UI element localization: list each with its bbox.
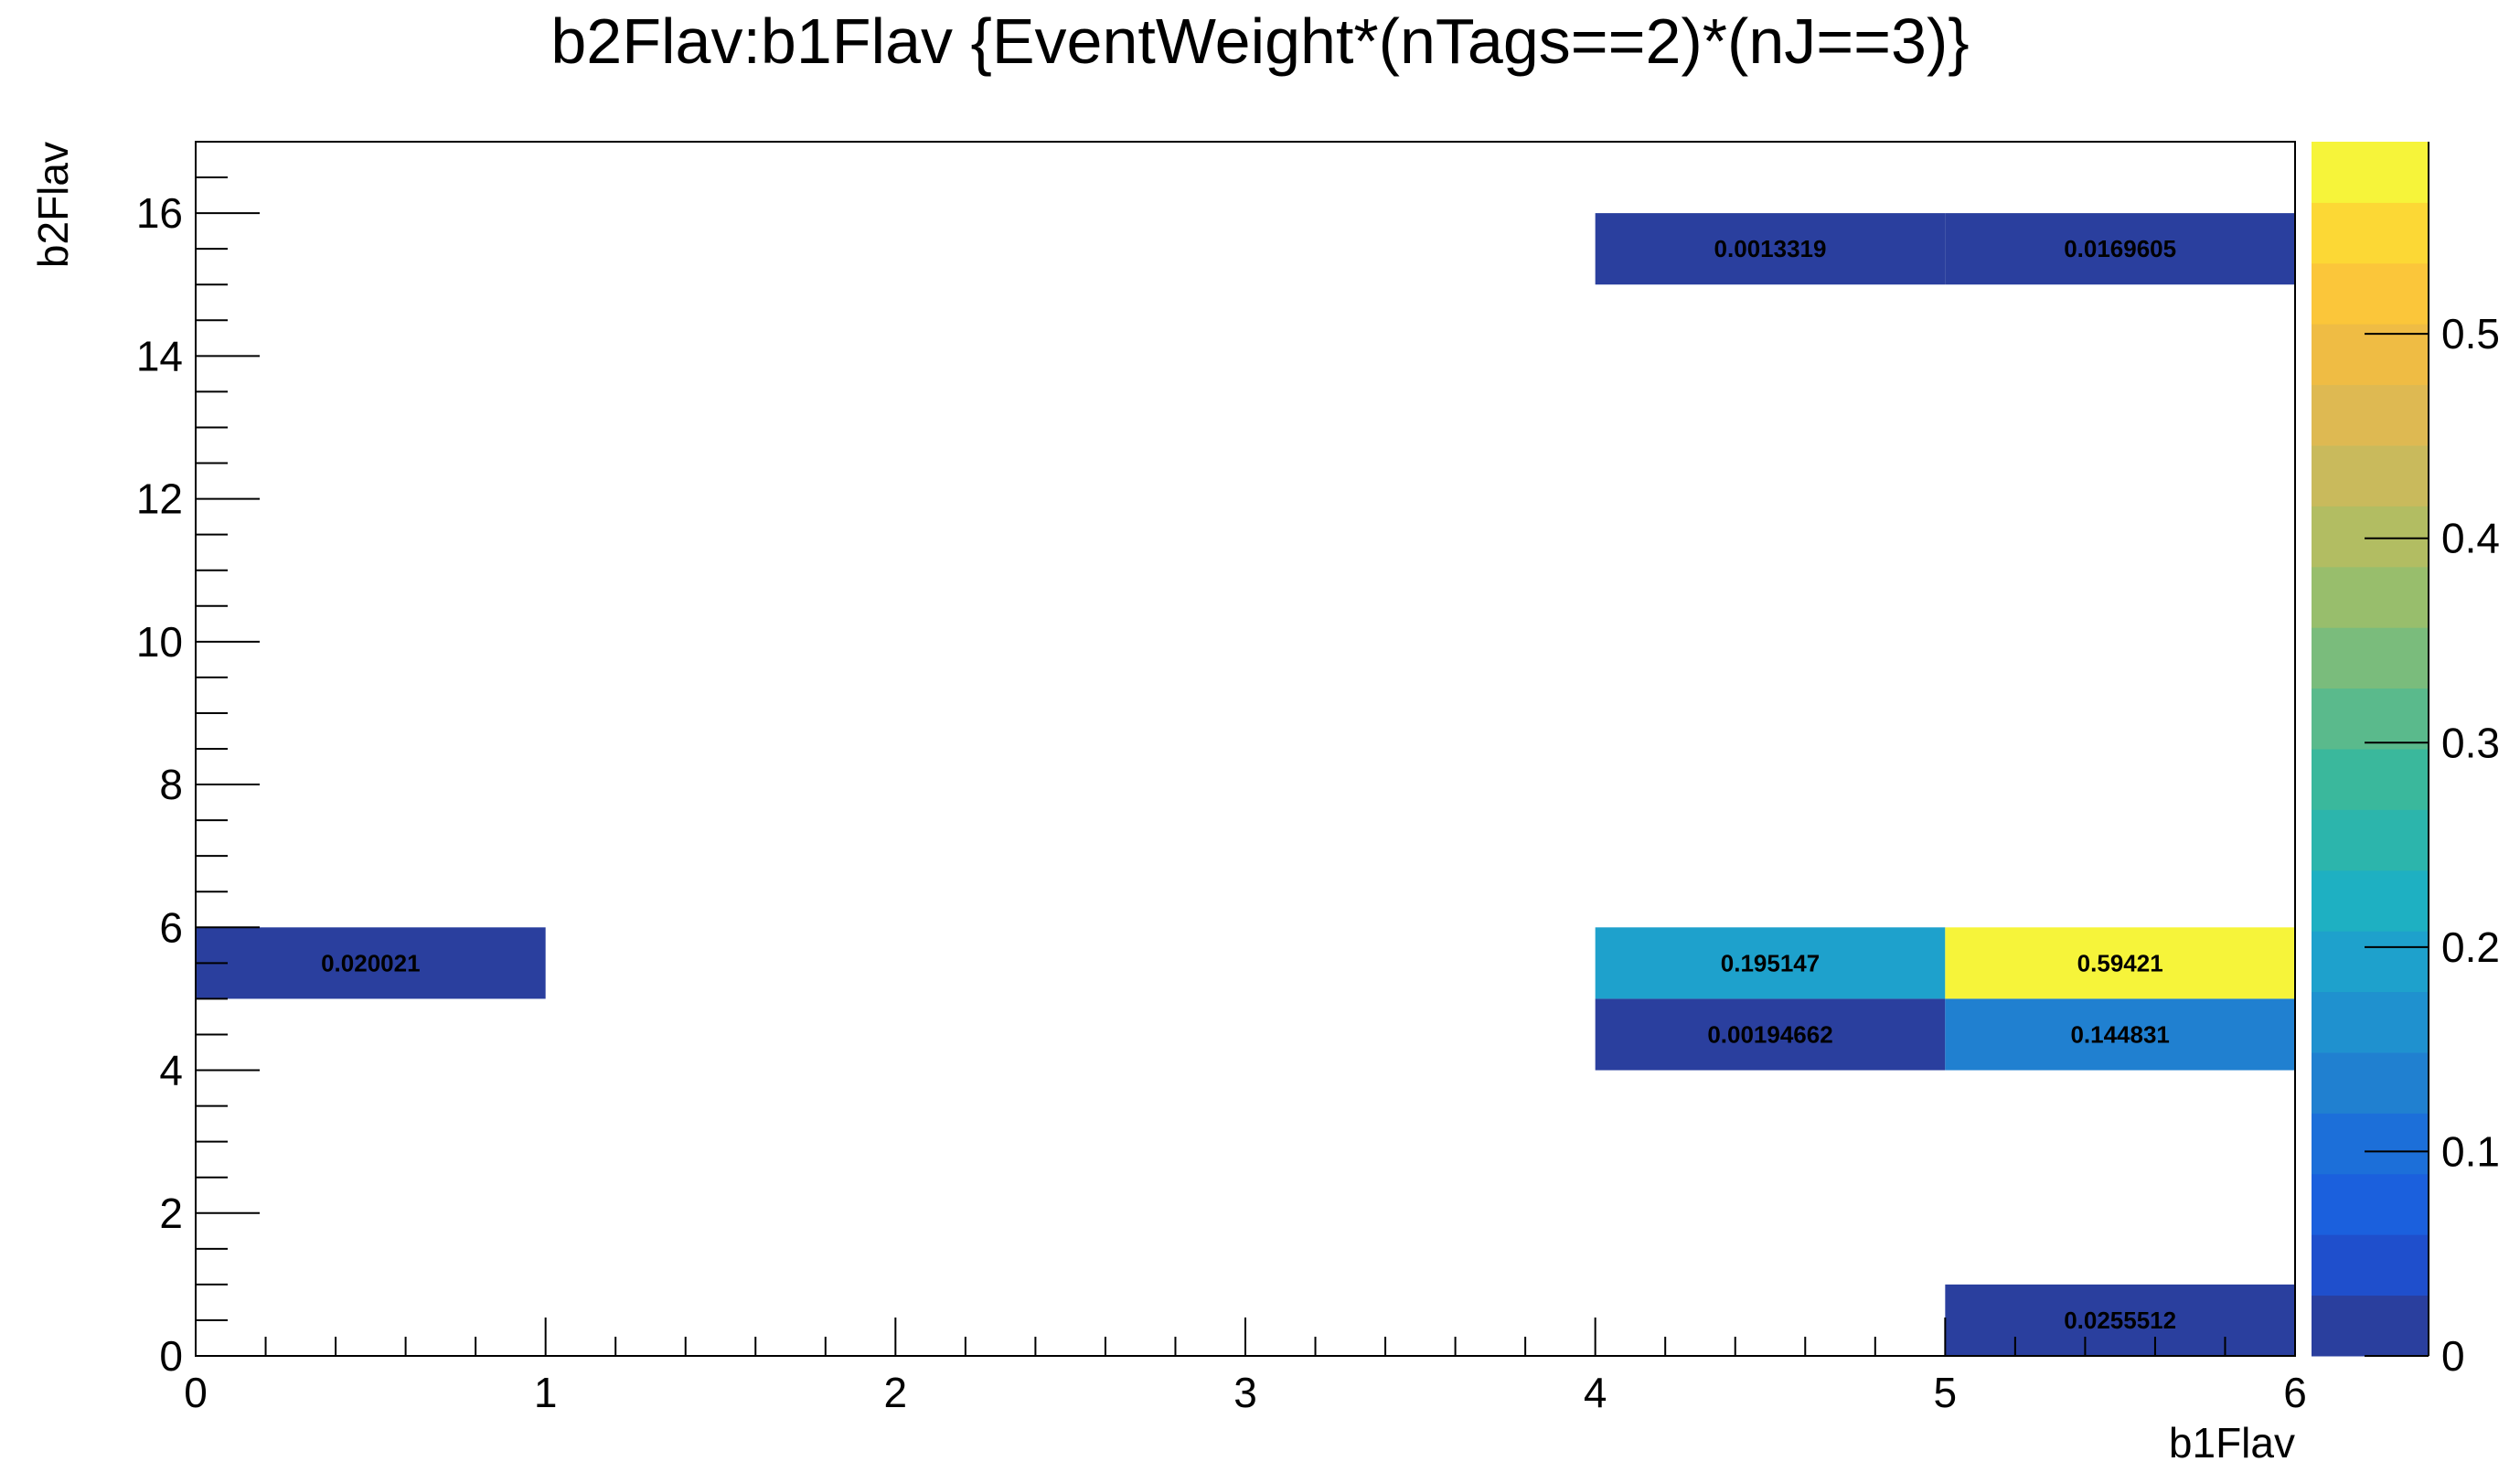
- x-axis-title: b1Flav: [2169, 1419, 2295, 1467]
- y-tick-label: 12: [136, 475, 183, 523]
- colorbar-swatch: [2312, 142, 2429, 203]
- colorbar-swatch: [2312, 688, 2429, 750]
- colorbar-tick-label: 0.4: [2441, 515, 2500, 562]
- y-tick-label: 8: [159, 761, 183, 808]
- colorbar-swatch: [2312, 566, 2429, 628]
- y-tick-label: 6: [159, 903, 183, 951]
- colorbar-swatch: [2312, 627, 2429, 689]
- colorbar-tick-label: 0: [2441, 1332, 2465, 1380]
- colorbar-tick-label: 0.2: [2441, 923, 2500, 971]
- x-tick-label: 5: [1934, 1369, 1958, 1416]
- y-axis: 0 2 4 6 8 10 12 14 16: [136, 141, 260, 1380]
- cell-value-label: 0.0255512: [2064, 1307, 2176, 1334]
- heatmap-cell: [1945, 1284, 2295, 1356]
- y-tick-label: 16: [136, 189, 183, 237]
- colorbar-swatch: [2312, 384, 2429, 446]
- colorbar-swatch: [2312, 1052, 2429, 1114]
- y-tick-label: 2: [159, 1190, 183, 1237]
- colorbar-swatch: [2312, 991, 2429, 1053]
- x-tick-label: 4: [1584, 1369, 1607, 1416]
- colorbar-swatch: [2312, 1173, 2429, 1235]
- cell-value-label: 0.144831: [2070, 1020, 2169, 1048]
- cell-value-label: 0.0169605: [2064, 235, 2176, 262]
- x-tick-label: 3: [1233, 1369, 1257, 1416]
- heatmap-cell: [1595, 927, 1946, 999]
- cell-value-label: 0.59421: [2077, 949, 2163, 976]
- colorbar: 0 0.1 0.2 0.3 0.4 0.5: [2312, 142, 2500, 1380]
- heatmap-cell: [1595, 998, 1946, 1071]
- colorbar-swatch: [2312, 506, 2429, 568]
- x-tick-label: 6: [2283, 1369, 2307, 1416]
- colorbar-swatch: [2312, 931, 2429, 993]
- colorbar-swatch: [2312, 262, 2429, 325]
- heatmap-cell: [1945, 213, 2295, 285]
- colorbar-tick-label: 0.3: [2441, 719, 2500, 766]
- heatmap-cell: [196, 927, 546, 999]
- colorbar-swatch: [2312, 1295, 2429, 1357]
- chart-title: b2Flav:b1Flav {EventWeight*(nTags==2)*(n…: [550, 5, 1970, 77]
- colorbar-swatch: [2312, 202, 2429, 264]
- colorbar-swatch: [2312, 749, 2429, 810]
- heatmap-cell: [1595, 213, 1946, 285]
- x-tick-label: 2: [884, 1369, 908, 1416]
- colorbar-swatch: [2312, 1234, 2429, 1296]
- colorbar-tick-label: 0.1: [2441, 1127, 2500, 1175]
- y-axis-title: b2Flav: [29, 142, 77, 268]
- plot-frame: [195, 141, 2296, 1357]
- cells-layer: 0.020021 0.0013319 0.0169605 0.195147 0.5942…: [196, 213, 2295, 1356]
- colorbar-swatch: [2312, 809, 2429, 871]
- cell-value-label: 0.0013319: [1714, 235, 1827, 262]
- cell-value-label: 0.020021: [321, 949, 420, 976]
- x-axis: 0 1 2 3 4 5 6: [184, 1318, 2307, 1416]
- y-tick-label: 10: [136, 618, 183, 666]
- colorbar-swatch: [2312, 1113, 2429, 1175]
- y-tick-label: 14: [136, 332, 183, 379]
- heatmap-cell: [1945, 998, 2295, 1071]
- x-tick-label: 1: [534, 1369, 558, 1416]
- colorbar-swatch: [2312, 445, 2429, 507]
- colorbar-swatch: [2312, 870, 2429, 932]
- cell-value-label: 0.00194662: [1707, 1020, 1832, 1048]
- y-tick-label: 4: [159, 1047, 183, 1094]
- colorbar-tick-label: 0.5: [2441, 310, 2500, 357]
- y-tick-label: 0: [159, 1332, 183, 1380]
- heatmap-cell: [1945, 927, 2295, 999]
- x-tick-label: 0: [184, 1369, 208, 1416]
- cell-value-label: 0.195147: [1721, 949, 1820, 976]
